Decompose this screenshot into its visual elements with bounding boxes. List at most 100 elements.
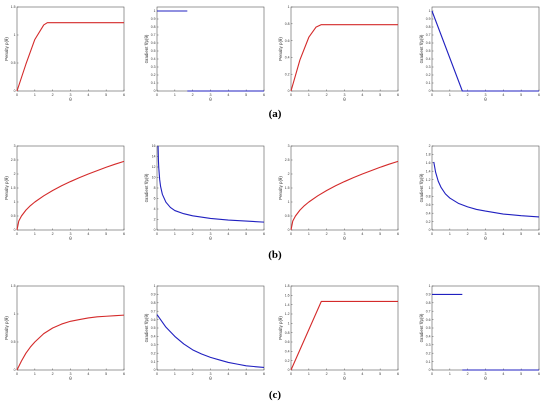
- x-axis-label: θ: [69, 97, 72, 102]
- x-tick-label: 2: [52, 93, 54, 97]
- x-axis-label: θ: [209, 376, 212, 381]
- y-tick-label: 0.8: [426, 301, 431, 305]
- x-tick-label: 2: [326, 93, 328, 97]
- y-tick-label: 1.8: [426, 153, 431, 157]
- y-tick-label: 2: [154, 218, 156, 222]
- y-tick-label: 0.4: [285, 56, 290, 60]
- x-axis-label: θ: [343, 97, 346, 102]
- x-tick-label: 1: [308, 93, 310, 97]
- x-tick-label: 2: [326, 372, 328, 376]
- y-tick-label: 0.7: [151, 33, 156, 37]
- x-tick-label: 0: [16, 372, 18, 376]
- y-tick-label: 0.5: [426, 326, 431, 330]
- subplot-2-2: 0 1 2 3 4 5 6 0 0.2 0.4 0.6 0.8 1 1.2 1.4 1.6 1.8 θ Penalt…: [278, 284, 399, 381]
- x-tick-label: 1: [449, 93, 451, 97]
- x-tick-label: 3: [210, 232, 212, 236]
- y-tick-label: 0: [429, 228, 431, 232]
- x-tick-label: 2: [467, 372, 469, 376]
- y-tick-label: 0.6: [285, 39, 290, 43]
- y-axis-label: Gradient ∇p(θ): [419, 313, 424, 342]
- y-tick-label: 0.8: [285, 331, 290, 335]
- y-tick-label: 0.4: [151, 335, 156, 339]
- y-tick-label: 0.8: [151, 301, 156, 305]
- x-tick-label: 0: [156, 93, 158, 97]
- y-tick-label: 6: [154, 197, 156, 201]
- y-tick-label: 2: [14, 172, 16, 176]
- plot-frame: [431, 6, 540, 92]
- x-tick-label: 1: [34, 372, 36, 376]
- x-tick-label: 1: [308, 232, 310, 236]
- x-tick-label: 3: [485, 93, 487, 97]
- y-tick-label: 1.5: [11, 5, 16, 9]
- x-tick-label: 0: [431, 232, 433, 236]
- series-line: [16, 22, 124, 92]
- x-tick-label: 4: [502, 372, 504, 376]
- y-tick-label: 0.1: [426, 81, 431, 85]
- y-tick-label: 0.5: [11, 61, 16, 65]
- x-tick-label: 2: [326, 232, 328, 236]
- y-tick-label: 0.6: [426, 41, 431, 45]
- x-tick-label: 4: [227, 232, 229, 236]
- x-tick-label: 1: [449, 372, 451, 376]
- y-tick-label: 0.1: [151, 81, 156, 85]
- x-tick-label: 4: [87, 372, 89, 376]
- y-tick-label: 1: [288, 200, 290, 204]
- x-tick-label: 1: [34, 93, 36, 97]
- y-tick-label: 0: [429, 368, 431, 372]
- x-tick-label: 5: [245, 232, 247, 236]
- x-axis-label: θ: [484, 97, 487, 102]
- x-tick-label: 2: [192, 232, 194, 236]
- y-tick-label: 16: [152, 144, 156, 148]
- x-tick-label: 6: [123, 372, 125, 376]
- y-tick-label: 1.5: [11, 186, 16, 190]
- y-tick-label: 0.5: [285, 214, 290, 218]
- y-tick-label: 0.9: [151, 17, 156, 21]
- x-axis-label: θ: [343, 236, 346, 241]
- y-tick-label: 0.5: [11, 214, 16, 218]
- y-tick-label: 0.5: [151, 49, 156, 53]
- subplot-2-0: 0 1 2 3 4 5 6 0 0.5 1 1.5 θ Penalty p(θ): [4, 284, 125, 381]
- subplot-0-0: 0 1 2 3 4 5 6 0 0.5 1 1.5 θ Penalty p(θ): [4, 5, 125, 102]
- x-tick-label: 0: [431, 93, 433, 97]
- x-tick-label: 0: [156, 232, 158, 236]
- y-tick-label: 0.7: [426, 309, 431, 313]
- series-line: [290, 160, 399, 231]
- series-line: [290, 300, 398, 371]
- x-tick-label: 4: [227, 372, 229, 376]
- x-tick-label: 1: [449, 232, 451, 236]
- x-tick-label: 6: [123, 93, 125, 97]
- series-line: [290, 24, 398, 92]
- row-label-c: (c): [268, 389, 282, 401]
- y-tick-label: 0.3: [426, 65, 431, 69]
- y-tick-label: 0: [14, 368, 16, 372]
- x-tick-label: 0: [290, 372, 292, 376]
- x-tick-label: 5: [520, 93, 522, 97]
- y-tick-label: 1: [429, 186, 431, 190]
- y-tick-label: 1: [154, 9, 156, 13]
- y-tick-label: 0.5: [11, 340, 16, 344]
- y-tick-label: 1.2: [426, 178, 431, 182]
- y-tick-label: 0.5: [426, 49, 431, 53]
- y-tick-label: 0: [14, 89, 16, 93]
- y-tick-label: 2.5: [11, 158, 16, 162]
- row-label-b: (b): [268, 249, 282, 261]
- y-tick-label: 14: [152, 155, 156, 159]
- x-axis-label: θ: [209, 97, 212, 102]
- y-tick-label: 0.2: [285, 72, 290, 76]
- x-tick-label: 3: [70, 93, 72, 97]
- x-axis-label: θ: [484, 376, 487, 381]
- plot-frame: [16, 6, 125, 92]
- y-axis-label: Penalty p(θ): [4, 176, 9, 200]
- x-tick-label: 4: [502, 232, 504, 236]
- y-tick-label: 10: [152, 176, 156, 180]
- y-tick-label: 0: [154, 89, 156, 93]
- x-tick-label: 5: [105, 232, 107, 236]
- x-tick-label: 6: [263, 232, 265, 236]
- x-tick-label: 5: [520, 232, 522, 236]
- x-tick-label: 6: [538, 93, 540, 97]
- series-line: [157, 145, 265, 223]
- x-tick-label: 4: [227, 93, 229, 97]
- y-tick-label: 0.5: [151, 326, 156, 330]
